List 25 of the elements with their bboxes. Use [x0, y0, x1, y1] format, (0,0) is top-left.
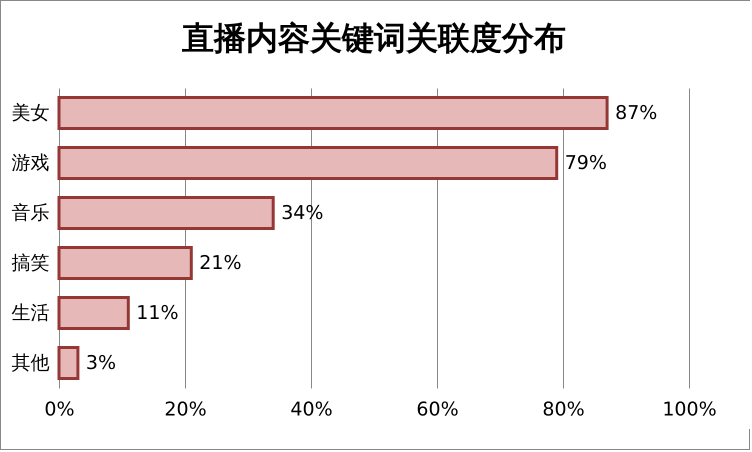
y-tick-label: 搞笑 — [12, 252, 50, 274]
y-tick-label: 生活 — [12, 302, 50, 324]
x-tick-label: 0% — [44, 398, 75, 420]
x-tick-label: 80% — [542, 398, 585, 420]
y-tick-label: 音乐 — [12, 202, 50, 224]
data-label: 34% — [281, 202, 324, 224]
bar — [58, 196, 275, 230]
y-tick-label: 美女 — [12, 102, 50, 124]
bar — [58, 146, 558, 180]
data-label: 21% — [199, 252, 242, 274]
data-label: 79% — [564, 152, 607, 174]
y-tick-label: 其他 — [12, 352, 50, 374]
data-label: 87% — [615, 102, 658, 124]
chart-title: 直播内容关键词关联度分布 — [181, 19, 566, 57]
data-label: 11% — [136, 302, 179, 324]
x-tick-label: 60% — [416, 398, 459, 420]
x-tick-label: 100% — [662, 398, 717, 420]
bar — [58, 346, 80, 380]
bar — [58, 296, 130, 330]
bar — [58, 96, 609, 130]
x-tick-label: 40% — [290, 398, 333, 420]
x-tick-label: 20% — [164, 398, 207, 420]
bar — [58, 246, 193, 280]
data-label: 3% — [86, 352, 116, 374]
y-tick-label: 游戏 — [12, 152, 50, 174]
